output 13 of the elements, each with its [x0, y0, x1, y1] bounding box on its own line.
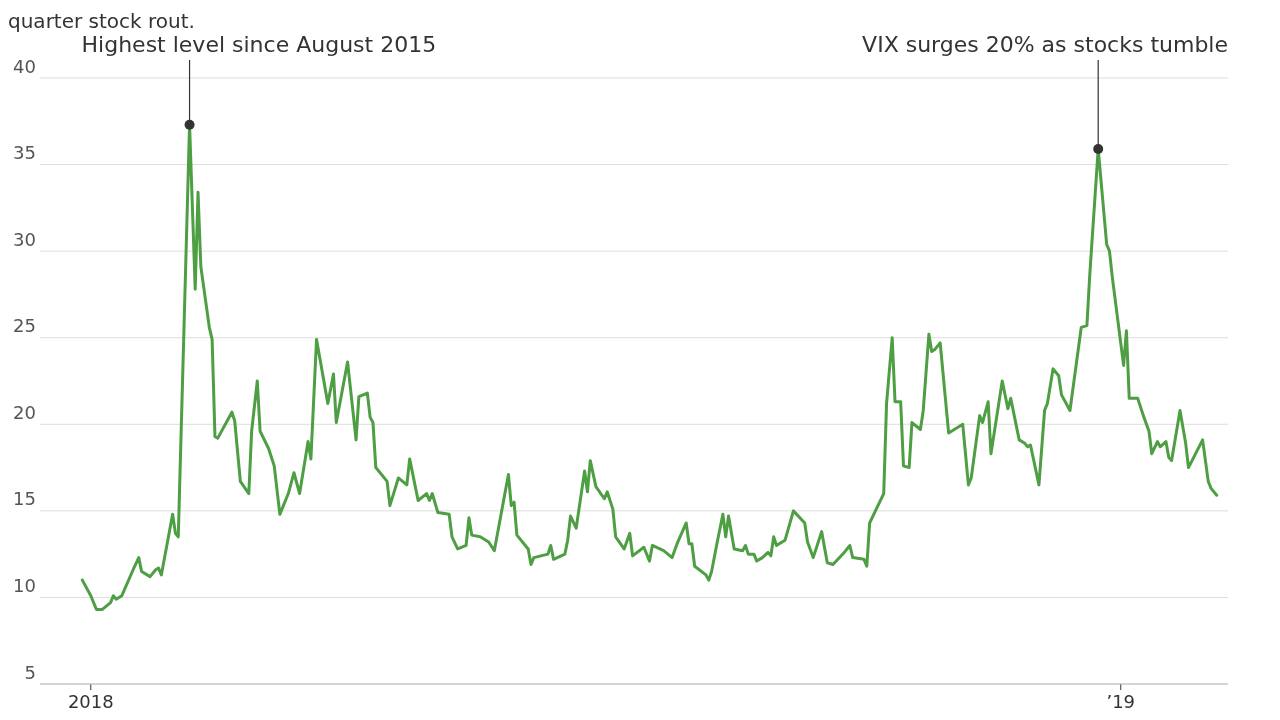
y-tick-label: 20	[13, 401, 36, 423]
y-tick-label: 5	[24, 661, 36, 683]
annotation: VIX surges 20% as stocks tumble	[862, 32, 1228, 57]
y-tick-label: 40	[13, 55, 36, 77]
chart-title: quarter stock rout.	[8, 9, 195, 33]
annotation: Highest level since August 2015	[81, 32, 437, 57]
y-tick-label: 30	[13, 228, 36, 250]
y-tick-label: 10	[13, 575, 36, 597]
y-tick-label: 25	[13, 315, 36, 337]
x-tick-label: 2018	[67, 691, 114, 712]
y-tick-label: 35	[13, 142, 36, 164]
y-tick-label: 15	[13, 488, 36, 510]
x-tick-label: ’19	[1106, 691, 1136, 712]
